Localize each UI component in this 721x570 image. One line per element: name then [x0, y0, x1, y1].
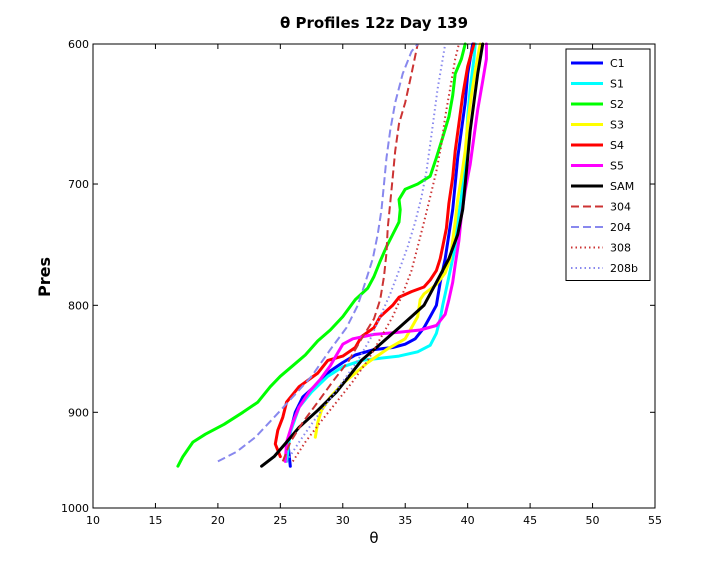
- series-line-s4: [273, 42, 476, 459]
- y-tick-label: 800: [68, 299, 89, 312]
- legend-label-c1: C1: [610, 57, 625, 70]
- legend: C1 S1 S2 S3 S4 S5 SAM 304 204 308 208b: [565, 48, 651, 281]
- legend-label-304: 304: [610, 201, 631, 214]
- series-line-s5: [283, 42, 488, 463]
- chart-title: θ Profiles 12z Day 139: [280, 14, 468, 32]
- y-axis-label: Pres: [35, 257, 54, 297]
- legend-label-204: 204: [610, 221, 631, 234]
- legend-label-s2: S2: [610, 98, 624, 111]
- y-tick-label: 1000: [61, 502, 89, 515]
- y-tick-label: 900: [68, 406, 89, 419]
- x-tick-label: 50: [586, 514, 600, 527]
- y-tick-label: 700: [68, 178, 89, 191]
- x-tick-label: 20: [211, 514, 225, 527]
- axes-layer: 10 15 20 25 30 35 40 45 50 55 600 700 800 900 1000: [61, 38, 662, 527]
- legend-label-s4: S4: [610, 139, 624, 152]
- legend-label-sam: SAM: [610, 180, 634, 193]
- x-tick-label: 55: [648, 514, 662, 527]
- x-tick-label: 25: [273, 514, 287, 527]
- series-line-204: [217, 43, 419, 463]
- axes-frame: [92, 43, 656, 509]
- legend-label-s3: S3: [610, 119, 624, 132]
- series-line-308: [291, 43, 460, 462]
- series-layer: [176, 42, 488, 468]
- series-line-304: [281, 43, 419, 462]
- x-tick-label: 15: [148, 514, 162, 527]
- series-line-208b: [285, 43, 447, 462]
- legend-label-308: 308: [610, 242, 631, 255]
- x-tick-label: 30: [336, 514, 350, 527]
- series-line-sam: [260, 42, 485, 468]
- legend-label-208b: 208b: [610, 262, 638, 275]
- x-tick-label: 35: [398, 514, 412, 527]
- legend-label-s5: S5: [610, 160, 624, 173]
- legend-label-s1: S1: [610, 78, 624, 91]
- x-tick-label: 10: [86, 514, 100, 527]
- y-tick-label: 600: [68, 38, 89, 51]
- x-tick-label: 40: [461, 514, 475, 527]
- x-axis-label: θ: [369, 529, 378, 547]
- x-tick-label: 45: [523, 514, 537, 527]
